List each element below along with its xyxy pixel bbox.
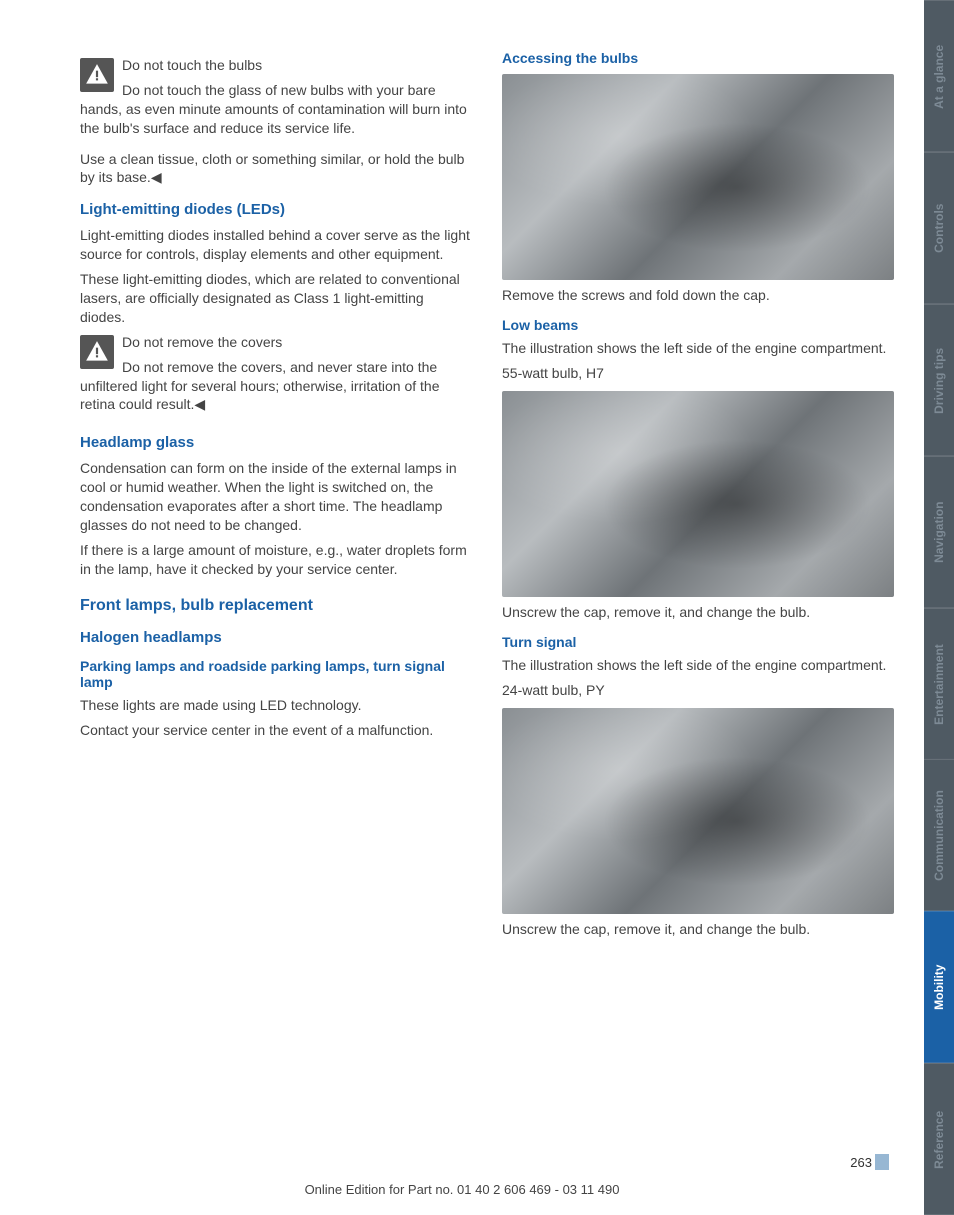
left-column: Do not touch the bulbs Do not touch the … bbox=[80, 50, 472, 1195]
figure-turn-signal bbox=[502, 708, 894, 914]
page-number-marker bbox=[875, 1154, 889, 1170]
figure-low-beams bbox=[502, 391, 894, 597]
section-tab-at-a-glance[interactable]: At a glance bbox=[924, 0, 954, 152]
warning-icon bbox=[80, 335, 114, 369]
section-tab-driving-tips[interactable]: Driving tips bbox=[924, 304, 954, 456]
warning-title: Do not touch the bulbs bbox=[80, 56, 472, 75]
section-tabs: At a glanceControlsDriving tipsNavigatio… bbox=[924, 0, 954, 1215]
led-paragraph-2: These light-emitting diodes, which are r… bbox=[80, 270, 472, 327]
warning-extra: Use a clean tissue, cloth or something s… bbox=[80, 150, 472, 188]
page-number-text: 263 bbox=[850, 1155, 872, 1170]
led-paragraph-1: Light-emitting diodes installed behind a… bbox=[80, 226, 472, 264]
heading-low-beams: Low beams bbox=[502, 317, 894, 333]
warning-block-bulbs: Do not touch the bulbs Do not touch the … bbox=[80, 56, 472, 144]
page-number: 263 bbox=[850, 1154, 889, 1170]
warning-body: Do not touch the glass of new bulbs with… bbox=[80, 81, 472, 138]
section-tab-mobility[interactable]: Mobility bbox=[924, 911, 954, 1063]
parking-paragraph-2: Contact your service center in the event… bbox=[80, 721, 472, 740]
heading-halogen: Halogen headlamps bbox=[80, 629, 472, 646]
warning-title: Do not remove the covers bbox=[80, 333, 472, 352]
warn-title-text: Do not remove the covers bbox=[122, 334, 282, 350]
heading-front-lamps: Front lamps, bulb replacement bbox=[80, 597, 472, 615]
manual-page: Do not touch the bulbs Do not touch the … bbox=[0, 0, 954, 1215]
warning-block-covers: Do not remove the covers Do not remove t… bbox=[80, 333, 472, 421]
low-paragraph-1: The illustration shows the left side of … bbox=[502, 339, 894, 358]
section-tab-entertainment[interactable]: Entertainment bbox=[924, 608, 954, 760]
heading-parking-lamps: Parking lamps and roadside parking lamps… bbox=[80, 658, 472, 690]
glass-paragraph-2: If there is a large amount of moisture, … bbox=[80, 541, 472, 579]
access-caption: Remove the screws and fold down the cap. bbox=[502, 286, 894, 305]
section-tab-navigation[interactable]: Navigation bbox=[924, 456, 954, 608]
section-tab-controls[interactable]: Controls bbox=[924, 152, 954, 304]
heading-led: Light-emitting diodes (LEDs) bbox=[80, 201, 472, 218]
warning-body: Do not remove the covers, and never star… bbox=[80, 358, 472, 415]
turn-paragraph-3: Unscrew the cap, remove it, and change t… bbox=[502, 920, 894, 939]
section-tab-communication[interactable]: Communication bbox=[924, 759, 954, 911]
section-tab-reference[interactable]: Reference bbox=[924, 1063, 954, 1215]
low-paragraph-3: Unscrew the cap, remove it, and change t… bbox=[502, 603, 894, 622]
warn-title-text: Do not touch the bulbs bbox=[122, 57, 262, 73]
parking-paragraph-1: These lights are made using LED technolo… bbox=[80, 696, 472, 715]
warning-icon bbox=[80, 58, 114, 92]
right-column: Accessing the bulbs Remove the screws an… bbox=[502, 50, 894, 1195]
footer-line: Online Edition for Part no. 01 40 2 606 … bbox=[0, 1182, 924, 1197]
turn-paragraph-1: The illustration shows the left side of … bbox=[502, 656, 894, 675]
heading-accessing: Accessing the bulbs bbox=[502, 50, 894, 66]
content-area: Do not touch the bulbs Do not touch the … bbox=[0, 0, 924, 1215]
low-paragraph-2: 55-watt bulb, H7 bbox=[502, 364, 894, 383]
heading-headlamp-glass: Headlamp glass bbox=[80, 434, 472, 451]
glass-paragraph-1: Condensation can form on the inside of t… bbox=[80, 459, 472, 535]
heading-turn-signal: Turn signal bbox=[502, 634, 894, 650]
turn-paragraph-2: 24-watt bulb, PY bbox=[502, 681, 894, 700]
figure-accessing-bulbs bbox=[502, 74, 894, 280]
